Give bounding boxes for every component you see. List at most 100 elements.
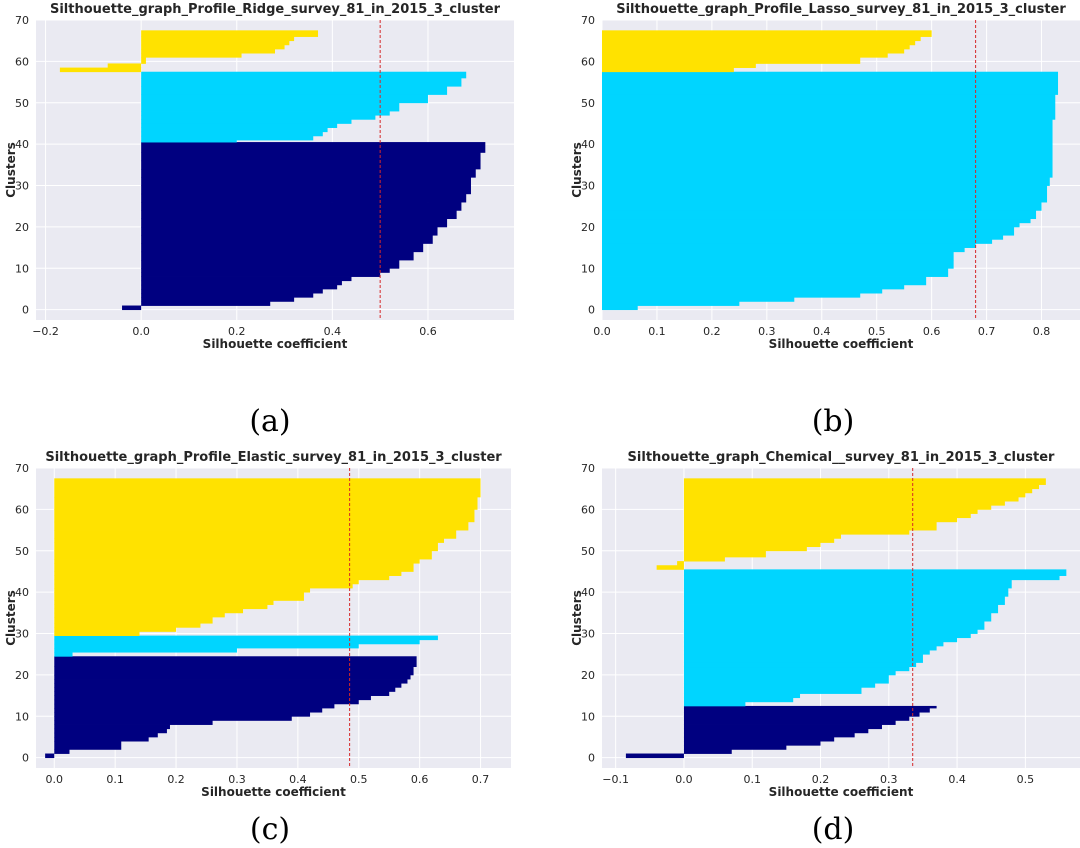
silhouette-bar-cluster-1	[54, 652, 73, 657]
x-tick-label: 0.1	[743, 773, 761, 786]
silhouette-bar-cluster-1	[602, 276, 927, 286]
caption-b: (b)	[811, 404, 855, 439]
y-tick-label: 40	[581, 586, 595, 599]
x-tick-label: 0.4	[813, 325, 831, 338]
silhouette-bar-cluster-2	[54, 612, 225, 618]
silhouette-bar-cluster-0	[54, 666, 414, 676]
y-tick-label: 20	[15, 221, 29, 234]
y-axis-label: Clusters	[570, 590, 584, 646]
silhouette-bar-cluster-2	[683, 501, 1005, 506]
y-tick-label: 30	[581, 628, 595, 641]
silhouette-bar-cluster-1	[683, 575, 1060, 581]
y-tick-label: 0	[22, 304, 29, 317]
silhouette-bar-cluster-0	[141, 297, 295, 302]
y-tick-label: 40	[15, 138, 29, 151]
silhouette-bar-cluster-2	[107, 63, 142, 68]
y-tick-label: 30	[15, 628, 29, 641]
silhouette-bar-cluster-1	[683, 641, 944, 647]
silhouette-bar-cluster-1	[602, 251, 954, 261]
silhouette-bar-cluster-2	[683, 492, 1026, 498]
silhouette-bar-cluster-2	[141, 40, 290, 46]
silhouette-bar-cluster-0	[625, 753, 684, 759]
silhouette-bar-cluster-0	[54, 699, 359, 705]
y-tick-label: 60	[581, 55, 595, 68]
silhouette-bar-cluster-0	[54, 695, 371, 701]
y-tick-label: 50	[15, 545, 29, 558]
silhouette-bar-cluster-0	[683, 708, 930, 713]
silhouette-bar-cluster-1	[602, 288, 883, 294]
x-tick-label: 0.1	[648, 325, 666, 338]
silhouette-bar-cluster-1	[683, 569, 1067, 576]
silhouette-bar-cluster-1	[141, 94, 428, 104]
silhouette-bar-cluster-2	[54, 588, 311, 593]
silhouette-bar-cluster-2	[54, 631, 140, 636]
silhouette-bar-cluster-1	[141, 111, 390, 116]
x-tick-label: 0.6	[419, 325, 437, 338]
silhouette-bar-cluster-0	[141, 152, 481, 162]
y-tick-label: 70	[581, 462, 595, 475]
silhouette-bar-cluster-1	[602, 193, 1048, 203]
x-tick-label: 0.6	[411, 773, 429, 786]
silhouette-bar-cluster-2	[141, 44, 285, 50]
caption-a: (a)	[249, 404, 291, 439]
y-tick-label: 40	[581, 138, 595, 151]
silhouette-bar-cluster-0	[141, 202, 462, 211]
silhouette-bar-cluster-1	[54, 643, 359, 649]
silhouette-chart: −0.1 0.0 0.1 0.2 0.3 0.4 0.5 0 10 20 30 40 50 60 70 Sil…	[570, 450, 1080, 799]
silhouette-bar-cluster-1	[683, 645, 937, 651]
silhouette-bar-cluster-0	[54, 741, 122, 750]
y-axis-label: Clusters	[4, 142, 18, 198]
silhouette-chart: −0.2 0.0 0.2 0.4 0.6 0 10 20 30 40 50 60 70 Silthouet…	[4, 2, 514, 351]
silhouette-bar-cluster-2	[683, 550, 766, 558]
x-tick-label: 0.0	[46, 773, 64, 786]
silhouette-bar-cluster-1	[683, 588, 1009, 597]
silhouette-bar-cluster-1	[683, 701, 746, 707]
silhouette-bar-cluster-0	[54, 687, 396, 692]
silhouette-bar-cluster-2	[683, 521, 937, 531]
silhouette-bar-cluster-1	[683, 612, 992, 622]
silhouette-bar-cluster-2	[54, 563, 414, 572]
silhouette-bar-cluster-1	[141, 123, 338, 128]
silhouette-bar-cluster-1	[683, 637, 958, 643]
silhouette-bar-cluster-1	[602, 202, 1042, 211]
silhouette-bar-cluster-2	[54, 509, 475, 523]
silhouette-bar-cluster-2	[54, 530, 457, 539]
silhouette-bar-cluster-0	[683, 712, 920, 717]
silhouette-bar-cluster-1	[54, 635, 438, 641]
y-tick-label: 0	[22, 752, 29, 765]
silhouette-bar-cluster-1	[141, 140, 237, 143]
silhouette-bar-cluster-1	[602, 301, 740, 306]
silhouette-bar-cluster-2	[141, 48, 275, 54]
y-tick-label: 60	[15, 55, 29, 68]
silhouette-bar-cluster-0	[122, 305, 142, 311]
silhouette-bar-cluster-2	[54, 616, 213, 624]
x-tick-label: 0.2	[167, 773, 185, 786]
silhouette-bar-cluster-2	[54, 592, 304, 601]
silhouette-bar-cluster-0	[54, 749, 70, 754]
silhouette-bar-cluster-1	[602, 218, 1031, 224]
x-tick-label: 0.0	[675, 773, 693, 786]
y-tick-label: 30	[581, 180, 595, 193]
y-tick-label: 70	[15, 462, 29, 475]
silhouette-bar-cluster-0	[54, 656, 417, 668]
silhouette-bar-cluster-1	[602, 119, 1053, 145]
y-tick-label: 70	[581, 14, 595, 27]
x-axis-label: Silhouette coefficient	[203, 337, 348, 351]
x-tick-label: 0.7	[472, 773, 490, 786]
x-tick-label: 0.3	[880, 773, 898, 786]
y-axis-label: Clusters	[570, 142, 584, 198]
silhouette-bar-cluster-0	[54, 679, 408, 684]
silhouette-bar-cluster-1	[683, 629, 978, 634]
silhouette-bar-cluster-1	[683, 674, 889, 684]
silhouette-bar-cluster-2	[683, 509, 978, 514]
silhouette-bar-cluster-1	[602, 185, 1048, 195]
silhouette-bar-cluster-1	[54, 639, 420, 645]
silhouette-bar-cluster-1	[683, 662, 917, 668]
silhouette-bar-cluster-0	[141, 218, 448, 228]
silhouette-bar-cluster-2	[683, 542, 821, 548]
silhouette-bar-cluster-1	[602, 94, 1056, 120]
silhouette-bar-cluster-2	[602, 53, 888, 58]
x-axis-label: Silhouette coefficient	[769, 785, 914, 799]
silhouette-bar-cluster-1	[683, 621, 985, 630]
silhouette-bar-cluster-0	[141, 142, 486, 153]
